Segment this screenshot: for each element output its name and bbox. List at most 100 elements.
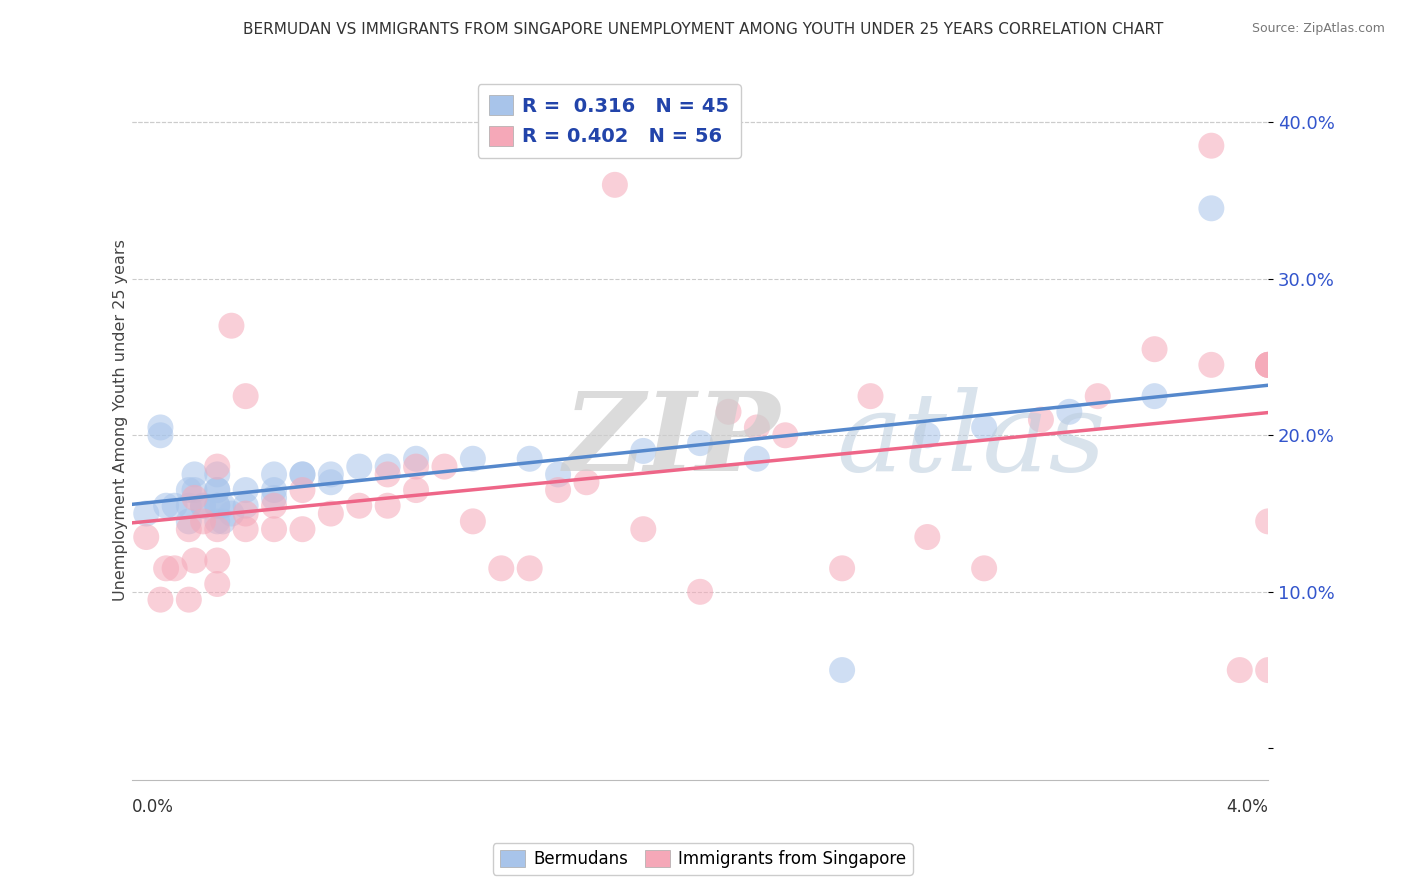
Point xyxy=(191,514,214,528)
Text: 0.0%: 0.0% xyxy=(132,798,174,816)
Text: ZIP: ZIP xyxy=(564,387,780,495)
Point xyxy=(433,459,456,474)
Point xyxy=(831,663,853,677)
Point xyxy=(519,561,541,575)
Point xyxy=(405,459,427,474)
Point xyxy=(263,491,285,505)
Point xyxy=(207,514,229,528)
Point xyxy=(149,592,172,607)
Point xyxy=(745,420,768,434)
Point xyxy=(1201,358,1223,372)
Point xyxy=(1257,358,1279,372)
Point xyxy=(775,428,797,442)
Point xyxy=(191,499,214,513)
Point xyxy=(263,522,285,536)
Point xyxy=(349,499,371,513)
Point xyxy=(1257,358,1279,372)
Point xyxy=(405,451,427,466)
Point xyxy=(319,507,342,521)
Point xyxy=(633,522,655,536)
Point xyxy=(263,483,285,497)
Point xyxy=(149,428,172,442)
Text: BERMUDAN VS IMMIGRANTS FROM SINGAPORE UNEMPLOYMENT AMONG YOUTH UNDER 25 YEARS CO: BERMUDAN VS IMMIGRANTS FROM SINGAPORE UN… xyxy=(243,22,1163,37)
Point xyxy=(212,514,235,528)
Point xyxy=(319,467,342,482)
Point xyxy=(689,436,711,450)
Point xyxy=(155,561,177,575)
Point xyxy=(1201,138,1223,153)
Point xyxy=(1229,663,1251,677)
Point xyxy=(207,499,229,513)
Point xyxy=(177,514,200,528)
Point xyxy=(405,483,427,497)
Point xyxy=(973,561,995,575)
Point xyxy=(917,530,939,544)
Point xyxy=(263,467,285,482)
Point xyxy=(377,459,399,474)
Point xyxy=(221,507,243,521)
Point xyxy=(1257,358,1279,372)
Point xyxy=(163,561,186,575)
Point xyxy=(575,475,598,490)
Point xyxy=(1257,514,1279,528)
Point xyxy=(633,444,655,458)
Text: 4.0%: 4.0% xyxy=(1226,798,1268,816)
Point xyxy=(235,499,257,513)
Point xyxy=(183,553,205,567)
Point xyxy=(917,428,939,442)
Point xyxy=(461,514,484,528)
Point xyxy=(207,459,229,474)
Point xyxy=(291,467,314,482)
Point xyxy=(291,522,314,536)
Point xyxy=(235,507,257,521)
Point xyxy=(717,405,740,419)
Point xyxy=(461,451,484,466)
Point xyxy=(212,499,235,513)
Point xyxy=(377,467,399,482)
Point xyxy=(547,483,569,497)
Point xyxy=(661,138,683,153)
Point xyxy=(163,499,186,513)
Point xyxy=(291,483,314,497)
Point xyxy=(859,389,882,403)
Point xyxy=(1087,389,1109,403)
Text: atlas: atlas xyxy=(837,387,1107,495)
Point xyxy=(291,467,314,482)
Point xyxy=(155,499,177,513)
Point xyxy=(1257,663,1279,677)
Point xyxy=(745,451,768,466)
Point xyxy=(1143,389,1166,403)
Point xyxy=(183,467,205,482)
Text: Source: ZipAtlas.com: Source: ZipAtlas.com xyxy=(1251,22,1385,36)
Point xyxy=(689,584,711,599)
Point xyxy=(603,178,626,192)
Point xyxy=(491,561,513,575)
Point xyxy=(1059,405,1081,419)
Point xyxy=(135,530,157,544)
Point xyxy=(207,577,229,591)
Point xyxy=(207,483,229,497)
Point xyxy=(177,522,200,536)
Point xyxy=(1201,202,1223,216)
Y-axis label: Unemployment Among Youth under 25 years: Unemployment Among Youth under 25 years xyxy=(114,239,128,600)
Point xyxy=(235,483,257,497)
Point xyxy=(235,389,257,403)
Legend: R =  0.316   N = 45, R = 0.402   N = 56: R = 0.316 N = 45, R = 0.402 N = 56 xyxy=(478,84,741,158)
Point xyxy=(973,420,995,434)
Point xyxy=(831,561,853,575)
Point xyxy=(377,499,399,513)
Point xyxy=(207,499,229,513)
Point xyxy=(319,475,342,490)
Point xyxy=(177,483,200,497)
Point xyxy=(547,467,569,482)
Point xyxy=(207,553,229,567)
Point xyxy=(1257,358,1279,372)
Point xyxy=(1143,342,1166,356)
Point xyxy=(207,467,229,482)
Point xyxy=(183,483,205,497)
Point xyxy=(177,592,200,607)
Point xyxy=(183,491,205,505)
Point xyxy=(519,451,541,466)
Point xyxy=(135,507,157,521)
Point xyxy=(149,420,172,434)
